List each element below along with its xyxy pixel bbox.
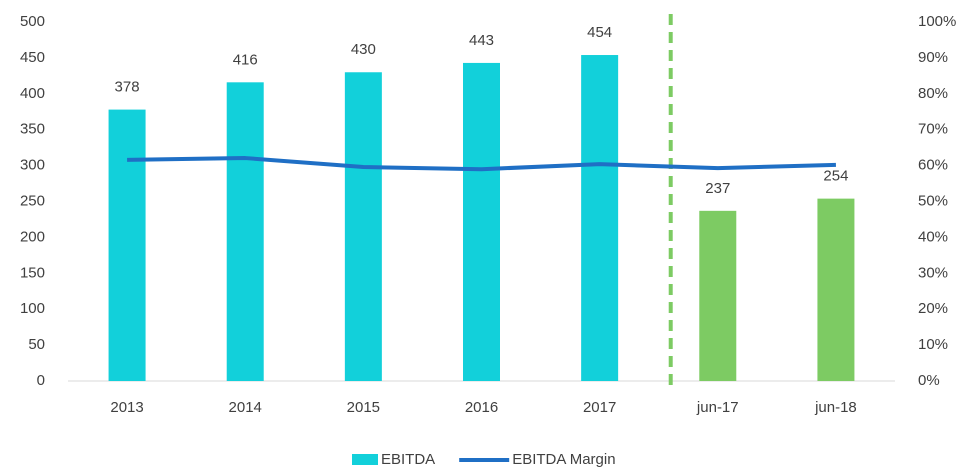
bar: [463, 62, 500, 382]
y-tick-label: 100: [20, 300, 45, 317]
x-tick-label: jun-17: [696, 399, 739, 416]
y2-tick-label: 70%: [918, 121, 948, 138]
bar: [108, 109, 146, 381]
x-tick-label: 2015: [347, 399, 380, 416]
y-tick-label: 500: [20, 13, 45, 30]
y-tick-label: 350: [20, 121, 45, 138]
x-tick-label: 2017: [583, 399, 616, 416]
y-tick-label: 300: [20, 157, 45, 174]
legend-label: EBITDA Margin: [512, 451, 615, 468]
data-label: 430: [351, 41, 376, 58]
y2-tick-label: 30%: [918, 264, 948, 281]
bar: [581, 55, 619, 381]
bar: [817, 198, 855, 381]
y2-tick-label: 10%: [918, 336, 948, 353]
legend-label: EBITDA: [381, 451, 435, 468]
y2-tick-label: 20%: [918, 300, 948, 317]
y-tick-label: 200: [20, 228, 45, 245]
x-tick-label: 2014: [229, 399, 262, 416]
data-label: 378: [115, 79, 140, 96]
y2-tick-label: 40%: [918, 228, 948, 245]
y-tick-label: 450: [20, 49, 45, 66]
y2-tick-label: 80%: [918, 85, 948, 102]
bar: [344, 72, 382, 381]
y2-tick-label: 100%: [918, 13, 956, 30]
data-label: 416: [233, 51, 258, 68]
data-label: 443: [469, 32, 494, 49]
y2-tick-label: 90%: [918, 49, 948, 66]
bar: [226, 82, 264, 381]
y-tick-label: 0: [37, 372, 45, 389]
x-tick-label: 2016: [465, 399, 498, 416]
y-tick-label: 50: [28, 336, 45, 353]
x-tick-label: 2013: [110, 399, 143, 416]
y2-tick-label: 60%: [918, 157, 948, 174]
data-label: 454: [587, 24, 612, 41]
y2-tick-label: 0%: [918, 372, 940, 389]
data-label: 254: [823, 168, 848, 185]
y-tick-label: 150: [20, 264, 45, 281]
y-tick-label: 250: [20, 192, 45, 209]
y-tick-label: 400: [20, 85, 45, 102]
legend-swatch: [352, 454, 378, 465]
line: [127, 156, 836, 172]
y2-tick-label: 50%: [918, 192, 948, 209]
bar: [699, 210, 737, 381]
x-tick-label: jun-18: [814, 399, 857, 416]
data-label: 237: [705, 180, 730, 197]
